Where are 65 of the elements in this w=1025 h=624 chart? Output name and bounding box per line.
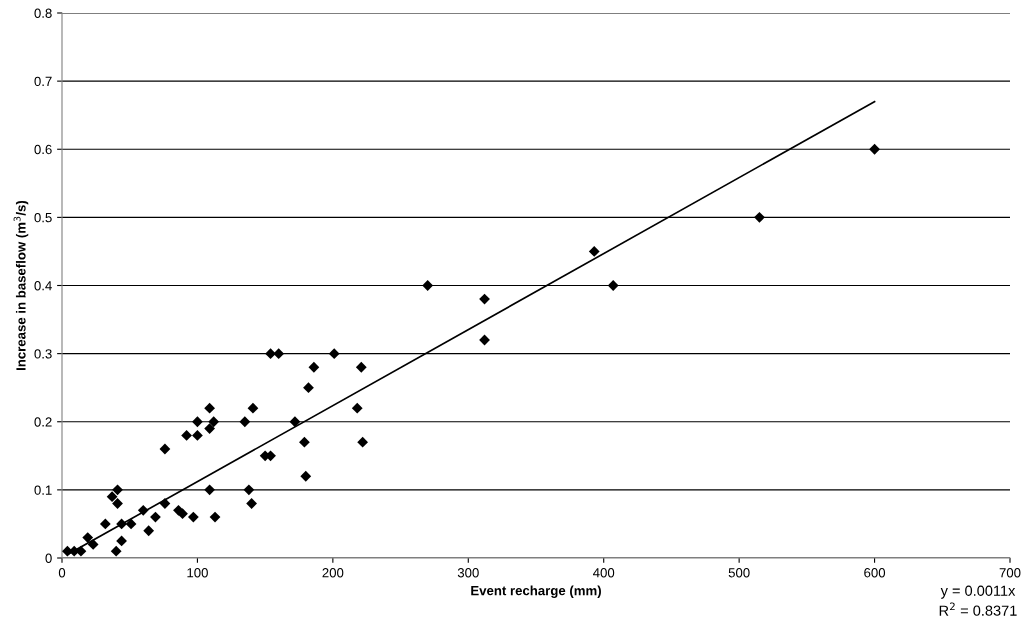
y-tick-label: 0.1: [34, 485, 52, 495]
point: [192, 416, 203, 428]
x-tick-label: 600: [864, 568, 886, 578]
point: [869, 143, 880, 155]
point: [300, 470, 312, 482]
y-tick-label: 0.7: [34, 76, 52, 87]
y-tick-label: 0.8: [34, 8, 52, 18]
point: [208, 416, 220, 428]
x-tick-label: 300: [457, 568, 479, 578]
point: [112, 498, 123, 509]
text: y = 0.0011x: [940, 585, 1016, 599]
point: [150, 511, 161, 523]
point: [82, 532, 94, 543]
y-tick-label: 0.2: [34, 417, 52, 427]
point: [239, 416, 251, 428]
x-tick-label: 500: [728, 568, 750, 578]
x-tick-label: 200: [322, 568, 344, 578]
point: [106, 491, 118, 503]
point: [308, 361, 320, 373]
y-tick-label: 0.3: [34, 349, 52, 359]
point: [299, 436, 310, 448]
text: R$^{2}$ = 0.8371: [939, 602, 1017, 616]
point: [204, 484, 215, 496]
point: [125, 518, 137, 530]
point: [351, 402, 363, 414]
point: [273, 348, 285, 359]
y-tick-label: 0: [45, 553, 52, 563]
point: [99, 518, 111, 530]
point: [87, 539, 99, 550]
point: [110, 545, 122, 557]
point: [112, 484, 123, 496]
point: [607, 280, 619, 291]
point: [143, 525, 155, 537]
point: [247, 402, 259, 414]
point: [177, 508, 188, 520]
point: [243, 484, 255, 496]
point: [588, 246, 600, 257]
point: [303, 382, 314, 394]
point: [246, 498, 257, 509]
point: [355, 361, 367, 373]
point: [116, 518, 127, 530]
point: [209, 511, 221, 523]
point: [137, 504, 149, 516]
point: [357, 436, 369, 448]
point: [289, 416, 301, 428]
point: [204, 402, 215, 414]
point: [187, 511, 199, 523]
x-tick-label: 100: [187, 568, 208, 578]
point: [159, 443, 171, 455]
point: [181, 430, 192, 441]
y-axis-title: Increase in baseflow (m$^{3}$/s): [13, 200, 29, 370]
point: [479, 293, 490, 305]
point: [204, 423, 215, 434]
point: [192, 430, 203, 441]
x-tick-label: 0: [58, 568, 66, 578]
point: [422, 280, 434, 291]
point: [265, 348, 276, 359]
x-axis-title: Event recharge (mm): [471, 585, 601, 598]
y-tick-label: 0.4: [34, 281, 52, 291]
point: [328, 348, 340, 359]
y-tick-label: 0.5: [34, 212, 52, 223]
x-tick-label: 700: [999, 568, 1021, 578]
point: [754, 212, 765, 223]
y-tick-label: 0.6: [34, 144, 52, 155]
x-tick-label: 400: [593, 568, 615, 578]
